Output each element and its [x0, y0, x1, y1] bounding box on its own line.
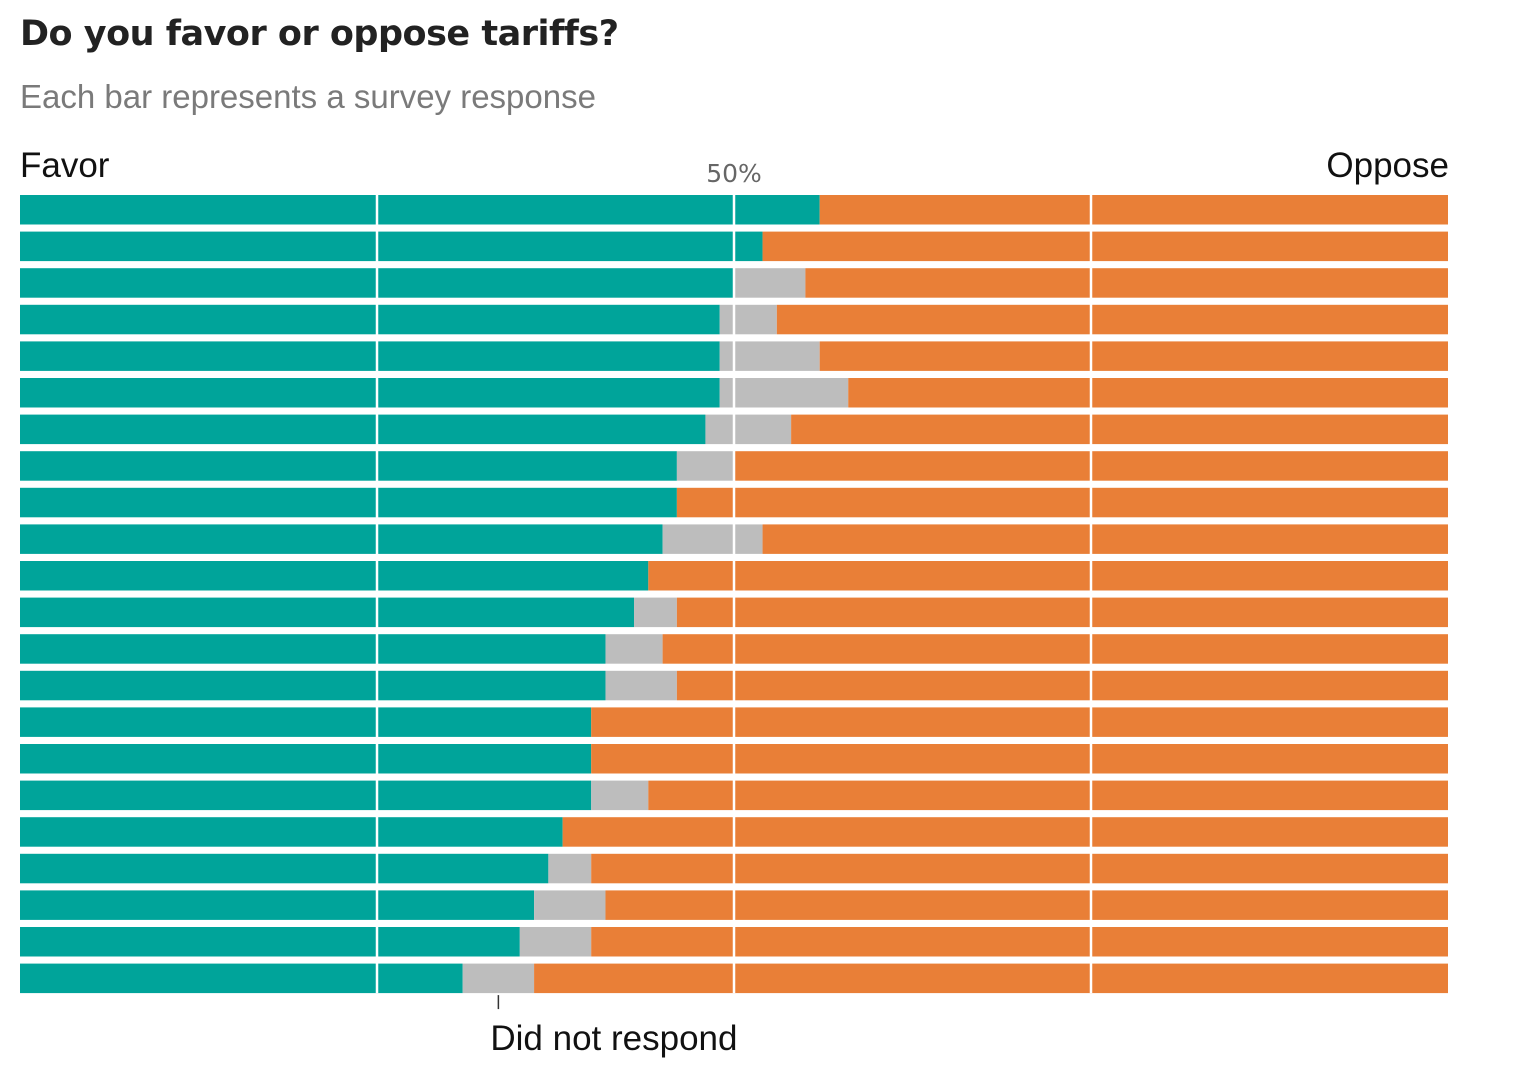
favor-segment — [20, 780, 592, 811]
did-not-respond-callout: Did not respond — [490, 1019, 737, 1058]
favor-segment — [20, 890, 535, 920]
no-response-segment — [462, 963, 535, 994]
midpoint-gridline-label: 50% — [706, 159, 762, 188]
favor-end-label: Favor — [20, 146, 110, 185]
favor-segment — [20, 597, 635, 628]
favor-segment — [20, 378, 720, 408]
chart-title: Do you favor or oppose tariffs? — [20, 14, 619, 54]
favor-segment — [20, 634, 606, 664]
oppose-segment — [762, 524, 1448, 554]
favor-segment — [20, 341, 720, 371]
favor-segment — [20, 817, 563, 847]
response-bar-22 — [20, 963, 1448, 994]
oppose-segment — [819, 195, 1448, 225]
favor-segment — [20, 744, 592, 774]
gridlines-layer — [375, 195, 1093, 994]
no-response-segment — [734, 268, 806, 298]
oppose-segment — [676, 487, 1448, 518]
favor-segment — [20, 927, 520, 957]
no-response-segment — [605, 634, 663, 664]
oppose-segment — [534, 963, 1448, 994]
favor-segment — [20, 561, 649, 591]
favor-segment — [20, 451, 677, 481]
favor-segment — [20, 195, 820, 225]
response-bar-7 — [20, 414, 1448, 445]
oppose-segment — [762, 231, 1448, 262]
oppose-segment — [848, 378, 1448, 408]
favor-segment — [20, 524, 663, 554]
favor-segment — [20, 707, 592, 737]
response-bar-1 — [20, 195, 1448, 225]
no-response-segment — [534, 890, 606, 920]
favor-segment — [20, 414, 706, 445]
oppose-segment — [605, 890, 1448, 920]
no-response-segment — [719, 378, 849, 408]
oppose-end-label: Oppose — [1326, 146, 1449, 185]
oppose-segment — [791, 414, 1448, 445]
chart-subtitle: Each bar represents a survey response — [20, 78, 596, 115]
response-bar-11 — [20, 561, 1448, 591]
response-bar-18 — [20, 817, 1448, 847]
response-bar-20 — [20, 890, 1448, 920]
response-bar-5 — [20, 341, 1448, 371]
response-bar-9 — [20, 487, 1448, 518]
oppose-segment — [591, 853, 1448, 884]
favor-segment — [20, 231, 763, 262]
no-response-segment — [719, 341, 820, 371]
oppose-segment — [648, 561, 1448, 591]
response-bar-6 — [20, 378, 1448, 408]
oppose-segment — [648, 780, 1448, 811]
response-bar-4 — [20, 304, 1448, 335]
response-bar-3 — [20, 268, 1448, 298]
no-response-segment — [519, 927, 592, 957]
response-bar-2 — [20, 231, 1448, 262]
oppose-segment — [562, 817, 1448, 847]
oppose-segment — [662, 634, 1448, 664]
response-bar-16 — [20, 744, 1448, 774]
no-response-segment — [548, 853, 592, 884]
favor-segment — [20, 853, 549, 884]
no-response-segment — [591, 780, 649, 811]
no-response-segment — [719, 304, 777, 335]
oppose-segment — [591, 927, 1448, 957]
response-bar-10 — [20, 524, 1448, 554]
oppose-segment — [819, 341, 1448, 371]
oppose-segment — [676, 597, 1448, 628]
oppose-segment — [591, 707, 1448, 737]
favor-segment — [20, 487, 677, 518]
oppose-segment — [676, 670, 1448, 701]
response-bar-17 — [20, 780, 1448, 811]
no-response-segment — [662, 524, 763, 554]
favor-segment — [20, 670, 606, 701]
oppose-segment — [591, 744, 1448, 774]
favor-segment — [20, 963, 463, 994]
favor-segment — [20, 304, 720, 335]
no-response-segment — [634, 597, 677, 628]
oppose-segment — [805, 268, 1448, 298]
response-bar-14 — [20, 670, 1448, 701]
no-response-segment — [676, 451, 734, 481]
oppose-segment — [776, 304, 1448, 335]
response-bar-13 — [20, 634, 1448, 664]
no-response-segment — [605, 670, 677, 701]
response-bar-12 — [20, 597, 1448, 628]
no-response-segment — [705, 414, 792, 445]
